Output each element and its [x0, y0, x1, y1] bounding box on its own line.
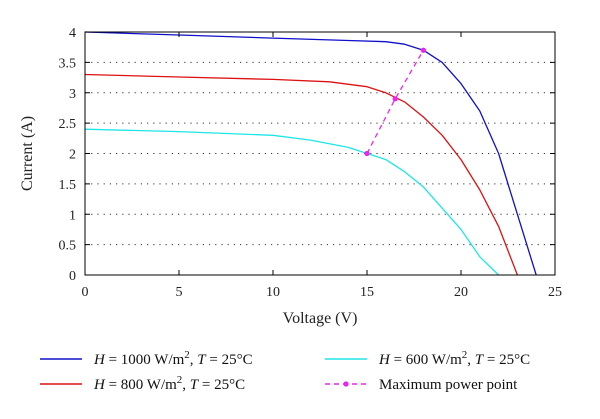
legend-label-part: H [93, 352, 106, 368]
legend-item: H = 800 W/m2, T = 25°C [40, 374, 245, 393]
y-tick-label: 2.5 [59, 117, 77, 132]
y-tick-label: 3.5 [59, 56, 77, 71]
series-line-1 [84, 73, 519, 276]
legend-label-part: = 1000 W/m [105, 352, 185, 368]
y-tick-label: 1 [69, 208, 76, 223]
legend-label-part: , [190, 352, 198, 368]
legend-label-part: = 800 W/m [105, 377, 177, 393]
legend-item: H = 600 W/m2, T = 25°C [325, 349, 530, 368]
x-tick-label: 25 [548, 285, 562, 300]
legend-label-part: , [467, 352, 475, 368]
legend-label-part: 2 [177, 374, 183, 386]
legend-label: H = 1000 W/m2, T = 25°C [93, 349, 253, 368]
series-lines [84, 31, 537, 276]
legend-item: H = 1000 W/m2, T = 25°C [40, 349, 253, 368]
grid-lines [85, 61, 555, 246]
legend-label-part: = 25°C [483, 352, 530, 368]
x-tick-label: 20 [454, 285, 468, 300]
y-tick-label: 3 [69, 87, 76, 102]
legend-label-part: T [190, 377, 200, 393]
legend-label-part: H [93, 377, 106, 393]
legend-label-part: T [475, 352, 485, 368]
legend-label: Maximum power point [379, 377, 518, 393]
max-power-point-marker [420, 47, 426, 53]
legend-label-part: = 25°C [198, 377, 245, 393]
y-tick-label: 0.5 [59, 239, 77, 254]
max-power-point-marker [364, 150, 370, 157]
series-line-3 [366, 49, 424, 154]
y-tick-label: 2 [69, 148, 76, 163]
legend-item: Maximum power point [325, 377, 518, 393]
y-axis-label: Current (A) [19, 116, 36, 191]
legend-label-part: , [182, 377, 190, 393]
y-tick-label: 4 [69, 26, 76, 41]
x-tick-label: 0 [82, 285, 89, 300]
legend-marker [343, 381, 349, 387]
x-tick-label: 15 [360, 285, 374, 300]
legend-label-part: H [378, 352, 391, 368]
y-tick-label: 0 [69, 269, 76, 284]
legend-label-part: 2 [462, 349, 468, 361]
plot-frame [84, 31, 556, 276]
legend-label-part: T [197, 352, 207, 368]
series-line-0 [84, 31, 537, 276]
y-tick-label: 1.5 [59, 178, 77, 193]
legend-label: H = 600 W/m2, T = 25°C [378, 349, 530, 368]
legend-label-part: = 600 W/m [390, 352, 462, 368]
legend-label: H = 800 W/m2, T = 25°C [93, 374, 245, 393]
x-tick-label: 5 [176, 285, 183, 300]
legend: H = 1000 W/m2, T = 25°CH = 800 W/m2, T =… [40, 349, 530, 393]
legend-label-part: 2 [184, 349, 190, 361]
legend-label-part: = 25°C [206, 352, 253, 368]
max-power-point-marker [392, 96, 398, 102]
x-tick-label: 10 [266, 285, 280, 300]
x-axis-label: Voltage (V) [283, 310, 358, 327]
axis-ticks: 0 0.5 1 1.5 2 2.5 3 3.5 4 0 5 10 15 20 25 [59, 26, 563, 300]
series-line-2 [84, 128, 500, 276]
